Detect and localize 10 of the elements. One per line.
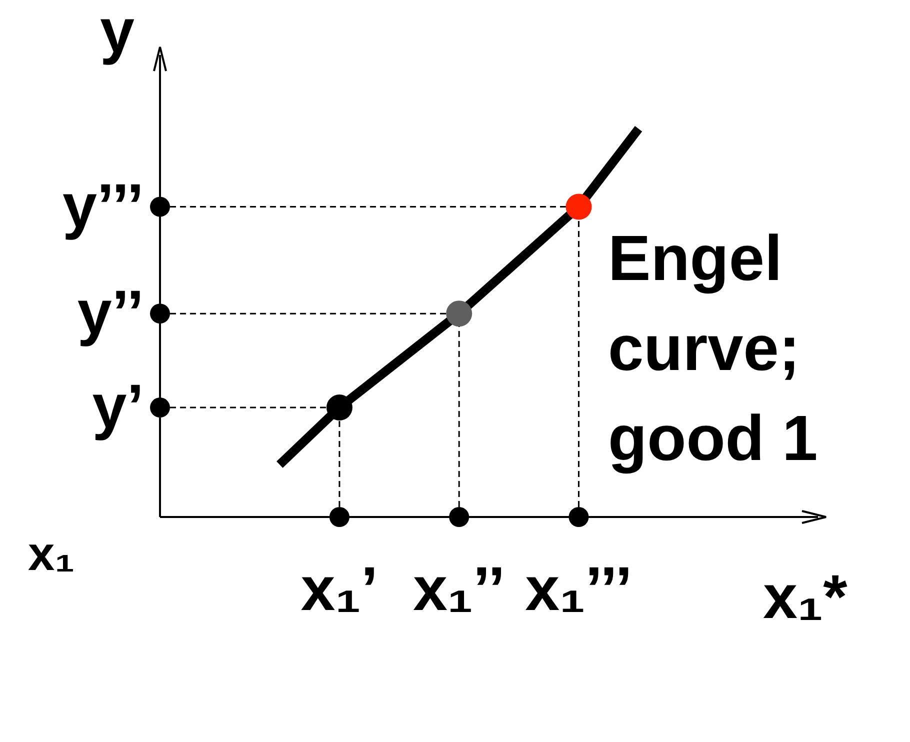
y-axis-title: y [100, 0, 134, 67]
x-tick-label: x₁’’ [412, 555, 506, 624]
x-tick-label: x₁’ [300, 555, 378, 624]
text: y’’’ [62, 172, 144, 241]
x-axis-title: x₁* [763, 562, 848, 633]
legend-label: Engel curve; good 1 [608, 221, 819, 476]
text: y’’ [77, 278, 144, 348]
text: y’ [92, 372, 144, 442]
x-tick-label: x₁’’’ [525, 555, 632, 624]
text: x₁ [28, 527, 75, 582]
